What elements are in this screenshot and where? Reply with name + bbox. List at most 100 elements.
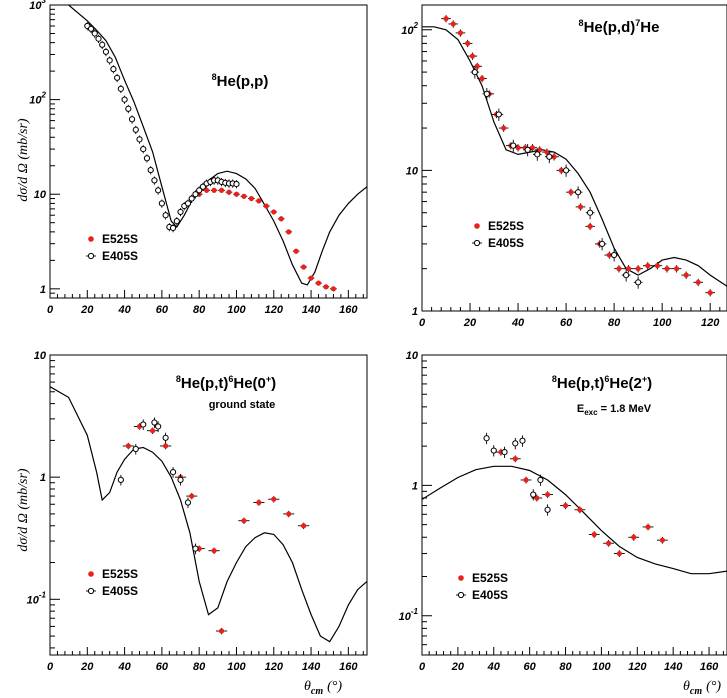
e405s-marker xyxy=(169,224,177,232)
e405s-marker xyxy=(623,272,630,279)
legend-marker-filled xyxy=(88,236,94,242)
e405s-marker xyxy=(519,437,526,444)
e405s-point xyxy=(532,148,542,161)
e405s-point xyxy=(99,40,106,50)
e405s-point xyxy=(585,206,595,220)
y-tick-base: 1 xyxy=(40,284,46,296)
legend-label: E405S xyxy=(472,588,508,602)
e405s-marker xyxy=(537,476,544,484)
title-main: He(p,t) xyxy=(557,375,605,392)
subtitle-subscript: exc xyxy=(584,408,598,417)
e405s-point xyxy=(519,435,526,447)
x-tick-label: 80 xyxy=(608,317,621,329)
title-superscript-3: + xyxy=(266,374,271,384)
legend-marker-filled xyxy=(88,571,94,577)
e405s-marker xyxy=(162,212,169,219)
e525s-marker xyxy=(271,209,277,215)
title-superscript: 8 xyxy=(212,72,217,82)
e405s-marker xyxy=(530,491,537,498)
y-tick-label: 103 xyxy=(29,0,46,12)
e525s-marker xyxy=(226,189,232,195)
e405s-marker xyxy=(599,240,606,248)
e525s-point xyxy=(574,506,586,514)
theory-curve xyxy=(50,386,367,643)
e525s-marker xyxy=(654,263,660,269)
e525s-point xyxy=(498,124,509,132)
legend-entry: E405S xyxy=(456,588,508,602)
x-axis-unit: (°) xyxy=(327,679,342,694)
e525s-point xyxy=(441,15,451,23)
e525s-marker xyxy=(474,63,480,69)
panel-p-t-excited-state: 0 20 40 60 80 100 120 140 16010-11108He(p,t)6He(… xyxy=(399,350,727,673)
e405s-marker xyxy=(510,142,517,149)
x-tick-label: 0 xyxy=(419,661,426,673)
e525s-marker xyxy=(523,477,529,483)
y-tick-base: 10 xyxy=(406,350,419,362)
e525s-point xyxy=(662,265,672,273)
x-tick-label: 120 xyxy=(265,304,284,316)
e525s-point xyxy=(255,198,263,204)
e405s-marker xyxy=(483,435,490,442)
y-tick-label: 10 xyxy=(406,165,419,177)
e525s-point xyxy=(560,502,571,510)
e525s-marker xyxy=(278,216,284,222)
e405s-point xyxy=(169,467,177,478)
e405s-point xyxy=(155,186,162,195)
panel-title: 8He(p,d)7He xyxy=(579,18,660,36)
legend-entry: E525S xyxy=(88,567,138,581)
legend-marker-open xyxy=(87,252,95,260)
title-superscript: 8 xyxy=(579,18,584,28)
e525s-point xyxy=(509,455,521,463)
panel-frame xyxy=(49,354,368,656)
e525s-point xyxy=(472,62,483,71)
e525s-marker xyxy=(551,154,557,160)
e525s-marker xyxy=(315,280,322,286)
e525s-marker xyxy=(286,511,292,517)
e525s-marker xyxy=(683,272,689,278)
e405s-point xyxy=(121,95,128,104)
plot-area xyxy=(422,15,727,297)
x-tick-label: 160 xyxy=(700,661,719,673)
e525s-marker xyxy=(537,147,543,153)
e405s-marker xyxy=(199,183,207,190)
e405s-marker xyxy=(483,90,490,97)
e525s-point xyxy=(330,286,337,292)
e525s-marker xyxy=(465,40,471,46)
x-tick-label: 0 xyxy=(47,661,54,673)
e405s-marker xyxy=(562,167,570,174)
title-superscript-3: + xyxy=(642,374,647,384)
e405s-marker xyxy=(534,151,541,158)
e525s-point xyxy=(298,522,310,530)
x-tick-label: 20 xyxy=(80,661,94,673)
e405s-marker xyxy=(544,506,551,513)
e525s-point xyxy=(542,491,553,499)
e405s-marker xyxy=(587,209,594,216)
y-tick-label: 102 xyxy=(401,21,418,37)
e525s-point xyxy=(477,74,487,83)
panel-subtitle: ground state xyxy=(209,399,276,411)
y-tick-label: 10-1 xyxy=(27,590,47,606)
e405s-point xyxy=(184,497,192,509)
e525s-point xyxy=(307,275,315,281)
e405s-point xyxy=(609,249,619,262)
legend-entry: E525S xyxy=(474,219,524,233)
e405s-marker xyxy=(233,180,240,188)
y-tick-label: 1 xyxy=(40,472,46,484)
e525s-point xyxy=(248,195,255,202)
panel-p-p: 0 20 40 60 80 100 120 140 1601101021038He(p,p)E5… xyxy=(29,0,368,316)
e525s-marker xyxy=(479,75,485,82)
x-tick-label: 60 xyxy=(524,661,537,673)
e525s-point xyxy=(448,20,459,28)
e405s-point xyxy=(132,443,139,455)
e405s-point xyxy=(151,417,158,429)
e405s-point xyxy=(537,474,544,486)
e405s-point xyxy=(573,186,583,199)
e525s-marker xyxy=(562,502,569,509)
e405s-point xyxy=(188,194,195,203)
e525s-point xyxy=(233,191,240,197)
e405s-marker xyxy=(143,155,151,162)
title-superscript: 8 xyxy=(552,374,557,384)
e405s-marker xyxy=(147,166,154,174)
e525s-marker xyxy=(558,167,564,173)
